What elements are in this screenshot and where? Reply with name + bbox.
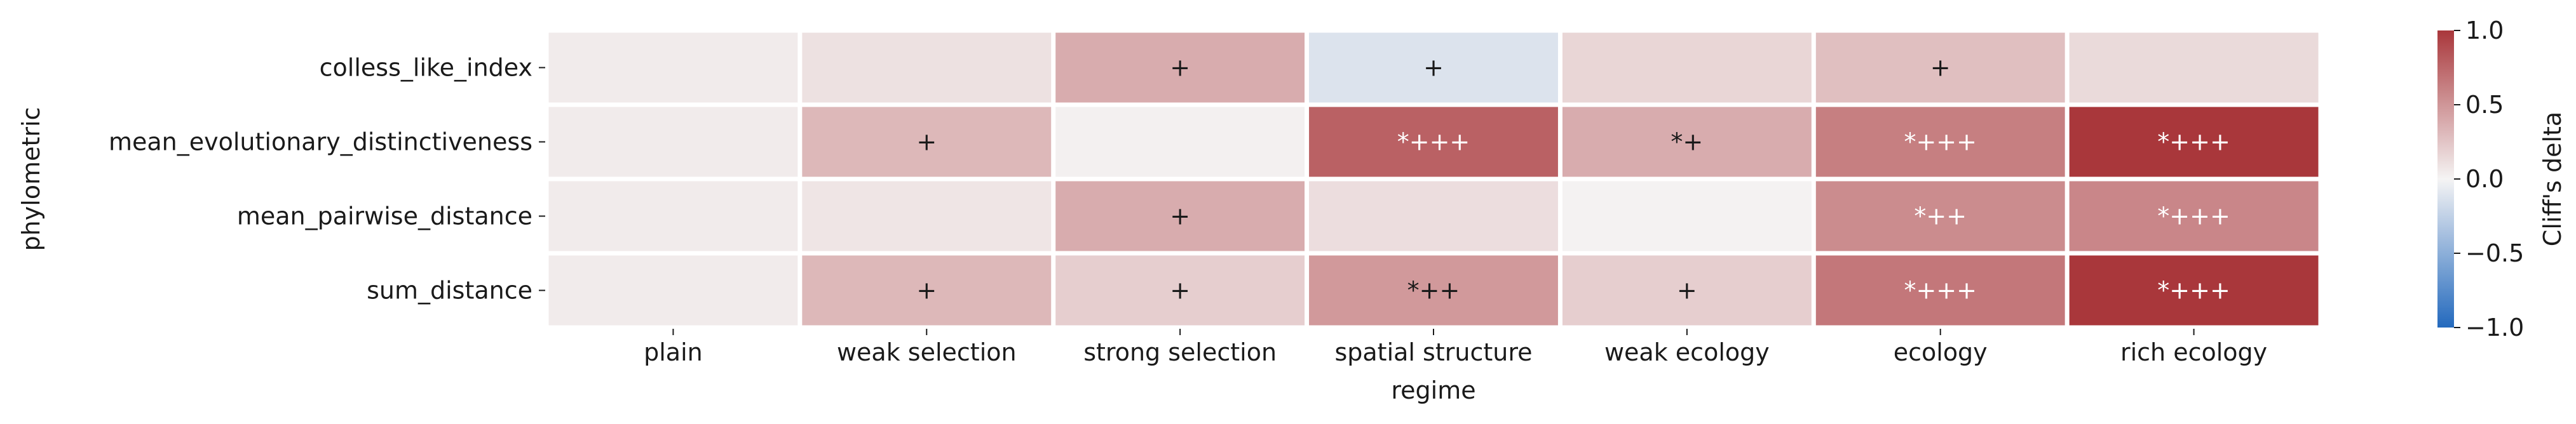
colorbar: [2437, 30, 2454, 328]
x-tick-label: weak ecology: [1604, 338, 1770, 366]
x-axis: plain weak selection strong selection spati…: [644, 329, 2267, 366]
x-tick-label: ecology: [1894, 338, 1988, 366]
cell-annotation: *+++: [2157, 202, 2230, 230]
heatmap-cell: [2069, 32, 2319, 103]
x-axis-title: regime: [1391, 376, 1475, 404]
y-axis: colless_like_index mean_evolutionary_dist…: [109, 54, 545, 305]
y-tick-label: sum_distance: [367, 277, 532, 305]
cell-annotation: +: [1677, 277, 1697, 305]
colorbar-tick-label: 0.0: [2465, 165, 2504, 193]
heatmap-cell: [1562, 107, 1812, 177]
heatmap-cell: [2069, 107, 2319, 177]
heatmap-cell: [548, 255, 798, 326]
cell-annotation: +: [916, 277, 937, 305]
cell-annotation: +: [1170, 54, 1190, 82]
x-tick-label: strong selection: [1083, 338, 1277, 366]
cell-annotation: *+: [1671, 128, 1703, 156]
heatmap-cell: [1055, 181, 1305, 251]
heatmap-cell: [548, 181, 798, 251]
heatmap-cell: [802, 107, 1052, 177]
cell-annotation: *+++: [1397, 128, 1470, 156]
colorbar-tick-label: 1.0: [2465, 17, 2504, 44]
x-tick-label: rich ecology: [2120, 338, 2267, 366]
cell-annotations: + + ++ *+++ *+ *+++ *++++ *++ *++++ + *++ + *+++ *+++: [916, 54, 2230, 305]
heatmap-cell: [1562, 32, 1812, 103]
cell-annotation: *+++: [1904, 128, 1977, 156]
colorbar-tick-label: −0.5: [2465, 239, 2524, 267]
y-axis-title: phylometric: [17, 107, 45, 251]
cell-annotation: *++: [1407, 277, 1460, 305]
heatmap-cell: [1309, 181, 1558, 251]
heatmap-cell: [1562, 255, 1812, 326]
cell-annotation: +: [1423, 54, 1444, 82]
heatmap-cell: [1815, 32, 2065, 103]
y-tick-label: mean_pairwise_distance: [237, 202, 532, 230]
heatmap-cell: [1815, 107, 2065, 177]
heatmap-cell: [802, 255, 1052, 326]
colorbar-label: Cliff's delta: [2539, 112, 2566, 246]
heatmap-cell: [1815, 181, 2065, 251]
cell-annotation: +: [1930, 54, 1951, 82]
heatmap-cell: [548, 107, 798, 177]
heatmap-cell: [2069, 181, 2319, 251]
cell-annotation: +: [916, 128, 937, 156]
heatmap-cell: [1562, 181, 1812, 251]
heatmap-cell: [802, 181, 1052, 251]
cell-annotation: *+++: [2157, 277, 2230, 305]
heatmap-cell: [2069, 255, 2319, 326]
cell-annotation: *+++: [2157, 128, 2230, 156]
y-tick-label: colless_like_index: [320, 54, 532, 82]
cell-annotation: +: [1170, 202, 1190, 230]
heatmap-cell: [802, 32, 1052, 103]
cell-annotation: *+++: [1904, 277, 1977, 305]
cell-annotation: *++: [1914, 202, 1967, 230]
heatmap-cell: [1309, 255, 1558, 326]
colorbar-ticks: −1.0 −0.5 0.0 0.5 1.0: [2454, 17, 2524, 341]
x-tick-label: weak selection: [837, 338, 1017, 366]
x-tick-label: spatial structure: [1334, 338, 1532, 366]
heatmap-cell: [1309, 107, 1558, 177]
heatmap-cell: [1309, 32, 1558, 103]
heatmap-cell: [548, 32, 798, 103]
colorbar-tick-label: 0.5: [2465, 91, 2504, 119]
heatmap-cell: [1055, 32, 1305, 103]
heatmap-cell: [1055, 255, 1305, 326]
x-tick-label: plain: [644, 338, 703, 366]
y-tick-label: mean_evolutionary_distinctiveness: [109, 128, 532, 156]
cell-annotation: +: [1170, 277, 1190, 305]
heatmap-cell: [1815, 255, 2065, 326]
heatmap-cell: [1055, 107, 1305, 177]
colorbar-tick-label: −1.0: [2465, 314, 2524, 341]
heatmap-cells: [548, 32, 2319, 326]
